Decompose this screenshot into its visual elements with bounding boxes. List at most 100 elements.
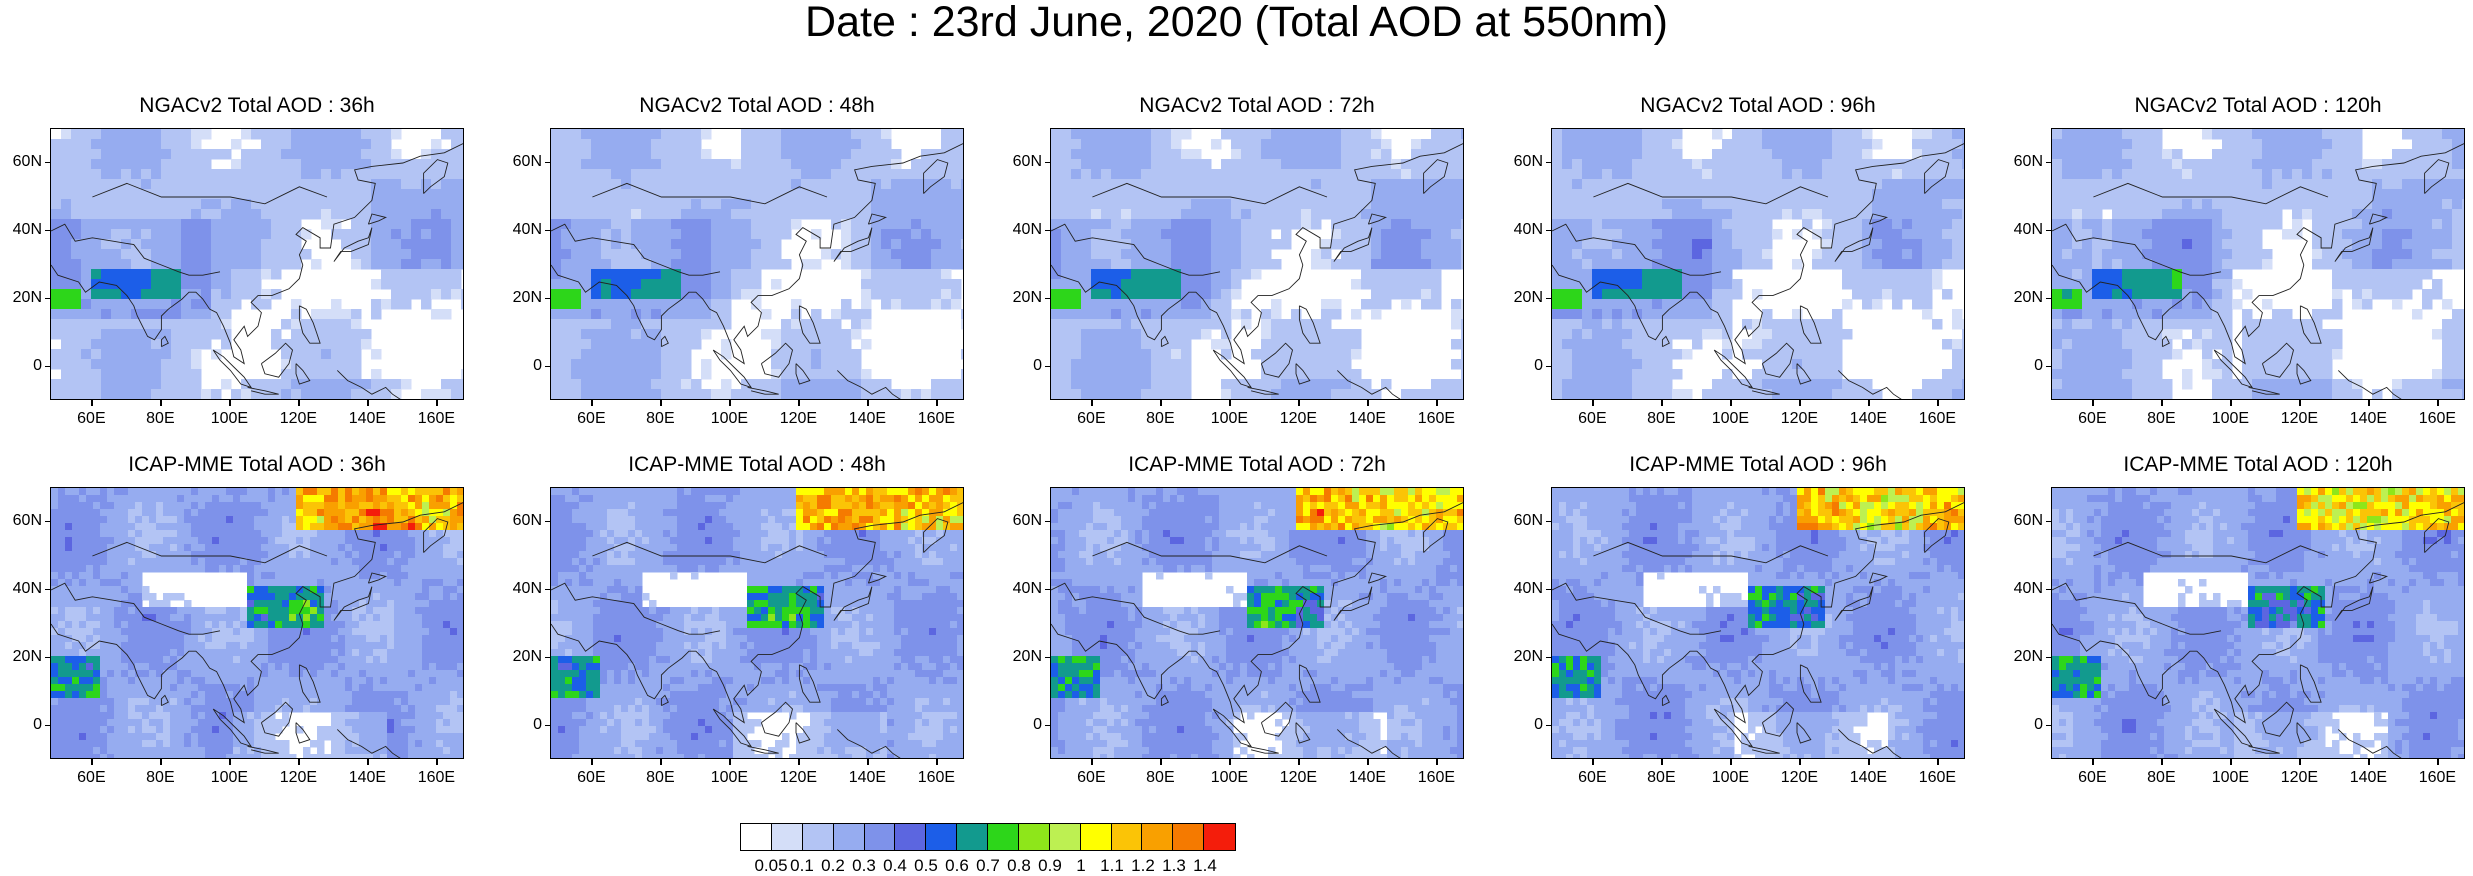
lat-tick-label: 40N — [1000, 221, 1042, 239]
lon-tick-label: 80E — [630, 769, 690, 787]
lat-tick-mark — [545, 725, 550, 726]
aod-field — [2052, 129, 2465, 400]
lat-tick-label: 20N — [500, 648, 542, 666]
aod-map — [2051, 487, 2465, 759]
lon-tick-mark — [591, 759, 592, 765]
lon-tick-label: 160E — [2407, 769, 2467, 787]
lat-tick-mark — [545, 298, 550, 299]
lat-tick-mark — [1546, 366, 1551, 367]
colorbar-swatch — [926, 824, 957, 850]
lat-tick-label: 20N — [0, 648, 42, 666]
lat-tick-mark — [1045, 230, 1050, 231]
panel-title: NGACv2 Total AOD : 36h — [57, 94, 457, 118]
aod-field — [1051, 129, 1464, 400]
lon-tick-mark — [729, 400, 730, 406]
lat-tick-mark — [1045, 521, 1050, 522]
lat-tick-label: 20N — [2001, 289, 2043, 307]
lon-tick-mark — [2368, 759, 2369, 765]
lon-tick-label: 80E — [1130, 410, 1190, 428]
lat-tick-label: 60N — [2001, 512, 2043, 530]
lon-tick-label: 60E — [1562, 410, 1622, 428]
panel-title: ICAP-MME Total AOD : 96h — [1558, 453, 1958, 477]
lat-tick-label: 60N — [1000, 512, 1042, 530]
panel-title: ICAP-MME Total AOD : 120h — [2058, 453, 2458, 477]
lon-tick-label: 60E — [1061, 410, 1121, 428]
lon-tick-mark — [660, 400, 661, 406]
lon-tick-label: 100E — [1700, 769, 1760, 787]
lon-tick-mark — [1229, 759, 1230, 765]
panel-title: NGACv2 Total AOD : 72h — [1057, 94, 1457, 118]
lon-tick-mark — [2161, 400, 2162, 406]
aod-map — [2051, 128, 2465, 400]
lat-tick-mark — [45, 657, 50, 658]
lat-tick-mark — [1045, 162, 1050, 163]
lon-tick-label: 60E — [61, 410, 121, 428]
lon-tick-mark — [1868, 759, 1869, 765]
lon-tick-mark — [798, 400, 799, 406]
lat-tick-mark — [545, 230, 550, 231]
lon-tick-mark — [1937, 759, 1938, 765]
lat-tick-label: 60N — [500, 153, 542, 171]
lon-tick-label: 120E — [768, 769, 828, 787]
aod-colorbar — [740, 823, 1236, 851]
aod-map — [1050, 128, 1464, 400]
lon-tick-label: 60E — [61, 769, 121, 787]
lon-tick-mark — [1436, 759, 1437, 765]
lon-tick-mark — [91, 759, 92, 765]
panel-title: ICAP-MME Total AOD : 72h — [1057, 453, 1457, 477]
lat-tick-label: 40N — [0, 580, 42, 598]
lon-tick-label: 80E — [2131, 769, 2191, 787]
lon-tick-mark — [2092, 400, 2093, 406]
panel-title: ICAP-MME Total AOD : 48h — [557, 453, 957, 477]
panel-title: NGACv2 Total AOD : 48h — [557, 94, 957, 118]
lat-tick-label: 40N — [2001, 580, 2043, 598]
lon-tick-mark — [367, 759, 368, 765]
lon-tick-mark — [1160, 400, 1161, 406]
lat-tick-label: 0 — [0, 357, 42, 375]
lat-tick-mark — [1546, 230, 1551, 231]
lon-tick-mark — [867, 759, 868, 765]
lat-tick-label: 60N — [2001, 153, 2043, 171]
lon-tick-mark — [936, 400, 937, 406]
lon-tick-label: 140E — [1337, 410, 1397, 428]
lon-tick-mark — [1661, 400, 1662, 406]
lon-tick-label: 140E — [337, 410, 397, 428]
lon-tick-mark — [160, 400, 161, 406]
lat-tick-label: 20N — [1000, 648, 1042, 666]
lat-tick-mark — [1045, 589, 1050, 590]
lon-tick-label: 120E — [1769, 769, 1829, 787]
lon-tick-mark — [867, 400, 868, 406]
colorbar-swatch — [988, 824, 1019, 850]
lat-tick-mark — [2046, 366, 2051, 367]
lat-tick-mark — [1546, 657, 1551, 658]
lon-tick-label: 80E — [2131, 410, 2191, 428]
lon-tick-mark — [1367, 400, 1368, 406]
lon-tick-mark — [2368, 400, 2369, 406]
lon-tick-mark — [1661, 759, 1662, 765]
lat-tick-mark — [2046, 657, 2051, 658]
panel-title: ICAP-MME Total AOD : 36h — [57, 453, 457, 477]
lat-tick-label: 60N — [1501, 512, 1543, 530]
lon-tick-label: 100E — [199, 769, 259, 787]
lon-tick-label: 160E — [406, 769, 466, 787]
lat-tick-label: 60N — [1000, 153, 1042, 171]
aod-field — [51, 129, 464, 400]
lat-tick-mark — [45, 589, 50, 590]
aod-map — [1050, 487, 1464, 759]
lon-tick-mark — [1592, 759, 1593, 765]
lat-tick-label: 20N — [1501, 289, 1543, 307]
colorbar-swatch — [1173, 824, 1204, 850]
lon-tick-label: 60E — [561, 410, 621, 428]
lon-tick-label: 140E — [1838, 769, 1898, 787]
lon-tick-label: 140E — [837, 769, 897, 787]
lat-tick-mark — [1045, 657, 1050, 658]
lon-tick-label: 120E — [1268, 769, 1328, 787]
lon-tick-mark — [1799, 400, 1800, 406]
lat-tick-mark — [545, 657, 550, 658]
colorbar-swatch — [957, 824, 988, 850]
lat-tick-mark — [45, 521, 50, 522]
lon-tick-mark — [2161, 759, 2162, 765]
lat-tick-label: 60N — [1501, 153, 1543, 171]
lon-tick-label: 160E — [1406, 769, 1466, 787]
lat-tick-mark — [1546, 521, 1551, 522]
